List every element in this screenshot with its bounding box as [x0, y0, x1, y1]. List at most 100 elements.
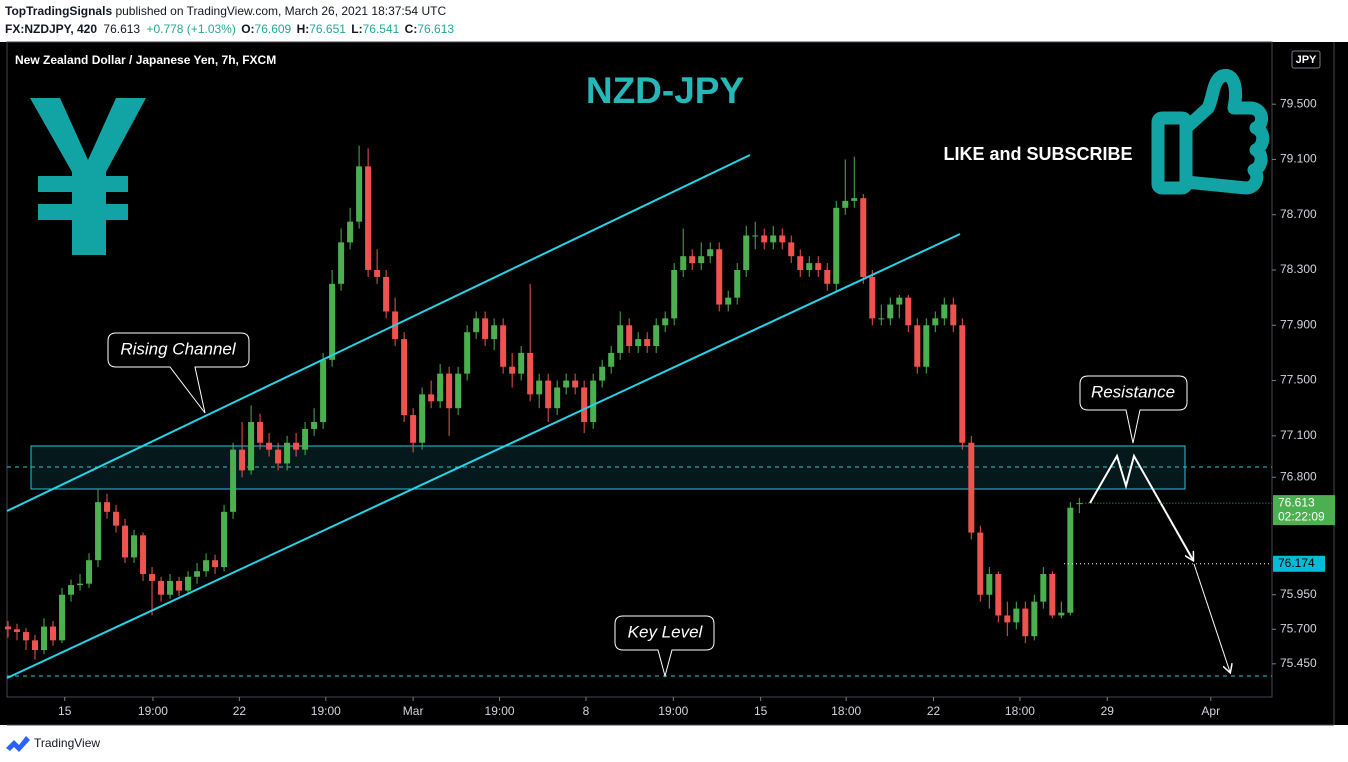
candle-body	[275, 449, 282, 464]
ohlc-line: FX:NZDJPY, 420 76.613 +0.778 (+1.03%) O:…	[5, 22, 454, 36]
candle-body	[131, 535, 138, 558]
y-tick-label: 75.700	[1280, 621, 1317, 635]
target-label: 76.174	[1278, 556, 1315, 570]
key-level-callout: Key Level	[614, 615, 715, 678]
candle-body	[491, 325, 498, 340]
candle-body	[365, 166, 372, 271]
channel-upper	[6, 154, 751, 512]
candle-body	[383, 276, 390, 312]
candle-body	[617, 325, 624, 353]
x-tick-label: 19:00	[485, 704, 515, 718]
candle-body	[1004, 615, 1011, 623]
c-value: 76.613	[417, 22, 454, 36]
candle-body	[212, 560, 219, 568]
candle-body	[860, 198, 867, 277]
candle-body	[869, 276, 876, 319]
x-tick-label: Apr	[1201, 704, 1220, 718]
candle-body	[482, 318, 489, 340]
candle-body	[455, 373, 462, 409]
candle-body	[374, 270, 381, 277]
candle-body	[50, 626, 57, 641]
candle-body	[5, 626, 11, 630]
candle-body	[779, 235, 786, 243]
projection-path	[1089, 453, 1193, 560]
candle-body	[257, 422, 264, 443]
plot: 79.500 79.100 78.700 78.300 77.900 77.500 77.1…	[5, 96, 1317, 718]
candle-body	[608, 352, 615, 367]
publisher: TopTradingSignals	[5, 4, 112, 18]
channel-lower	[6, 233, 961, 679]
y-tick-label: 75.450	[1280, 656, 1317, 670]
candle-body	[1031, 601, 1038, 637]
x-tick-label: 19:00	[658, 704, 688, 718]
y-tick-label: 78.300	[1280, 262, 1317, 276]
candle-body	[995, 574, 1002, 616]
candle-body	[761, 235, 768, 243]
candle-body	[113, 511, 120, 526]
candle-body	[986, 574, 993, 595]
candle-body	[266, 442, 273, 450]
candle-body	[473, 318, 480, 333]
candle-body	[221, 511, 228, 568]
h-value: 76.651	[309, 22, 346, 36]
candle-body	[536, 380, 543, 395]
candle-body	[59, 594, 66, 641]
footer-brand[interactable]: TradingView	[34, 736, 100, 750]
x-tick-label: 18:00	[1005, 704, 1035, 718]
candle-body	[833, 207, 840, 284]
candle-body	[590, 380, 597, 423]
candle-body	[959, 325, 966, 443]
candle-body	[239, 449, 246, 471]
x-tick-label: 29	[1101, 704, 1115, 718]
thumbs-up-icon	[1151, 68, 1270, 195]
currency: JPY	[1296, 54, 1317, 66]
published: published on TradingView.com, March 26, …	[112, 4, 446, 18]
symbol: FX:NZDJPY, 420	[5, 22, 97, 36]
candle-body	[788, 242, 795, 257]
x-tick-label: 22	[927, 704, 941, 718]
x-tick-label: Mar	[403, 704, 424, 718]
candle-body	[689, 256, 696, 264]
y-tick-label: 75.950	[1280, 587, 1317, 601]
c-label: C:	[405, 22, 418, 36]
candle-body	[293, 442, 300, 450]
candle-body	[86, 560, 93, 584]
candle-body	[167, 580, 174, 595]
x-tick-label: 22	[233, 704, 247, 718]
footer-bg	[0, 726, 1348, 762]
candle-body	[1040, 574, 1047, 602]
candle-body	[194, 571, 201, 577]
projection-arrow	[1193, 563, 1230, 672]
candle-body	[653, 325, 660, 347]
candle-body	[356, 166, 363, 222]
y-tick-label: 79.100	[1280, 152, 1317, 166]
y-tick-label: 77.500	[1280, 373, 1317, 387]
candle-body	[68, 585, 75, 595]
candle-body	[878, 318, 885, 320]
candle-body	[14, 629, 21, 633]
candle-body	[95, 502, 102, 561]
candle-body	[122, 525, 129, 558]
candle-body	[698, 256, 705, 264]
resistance-label: Resistance	[1091, 382, 1175, 401]
y-tick-label: 79.500	[1280, 96, 1317, 110]
candle-body	[248, 422, 255, 471]
candle-body	[563, 380, 570, 388]
candle-body	[509, 366, 516, 374]
candle-body	[851, 198, 858, 201]
candle-body	[41, 626, 48, 651]
candle-body	[284, 442, 291, 464]
o-label: O:	[241, 22, 254, 36]
l-label: L:	[351, 22, 362, 36]
resistance-callout: Resistance	[1079, 375, 1188, 444]
candle-body	[824, 270, 831, 284]
candle-body	[428, 394, 435, 402]
countdown: 02:22:09	[1278, 509, 1325, 523]
candle-body	[527, 352, 534, 395]
candle-body	[176, 580, 183, 591]
candle-body	[977, 532, 984, 595]
y-tick-label: 77.900	[1280, 317, 1317, 331]
candle-body	[734, 270, 741, 298]
candle-body	[329, 283, 336, 360]
candle-body	[338, 242, 345, 284]
